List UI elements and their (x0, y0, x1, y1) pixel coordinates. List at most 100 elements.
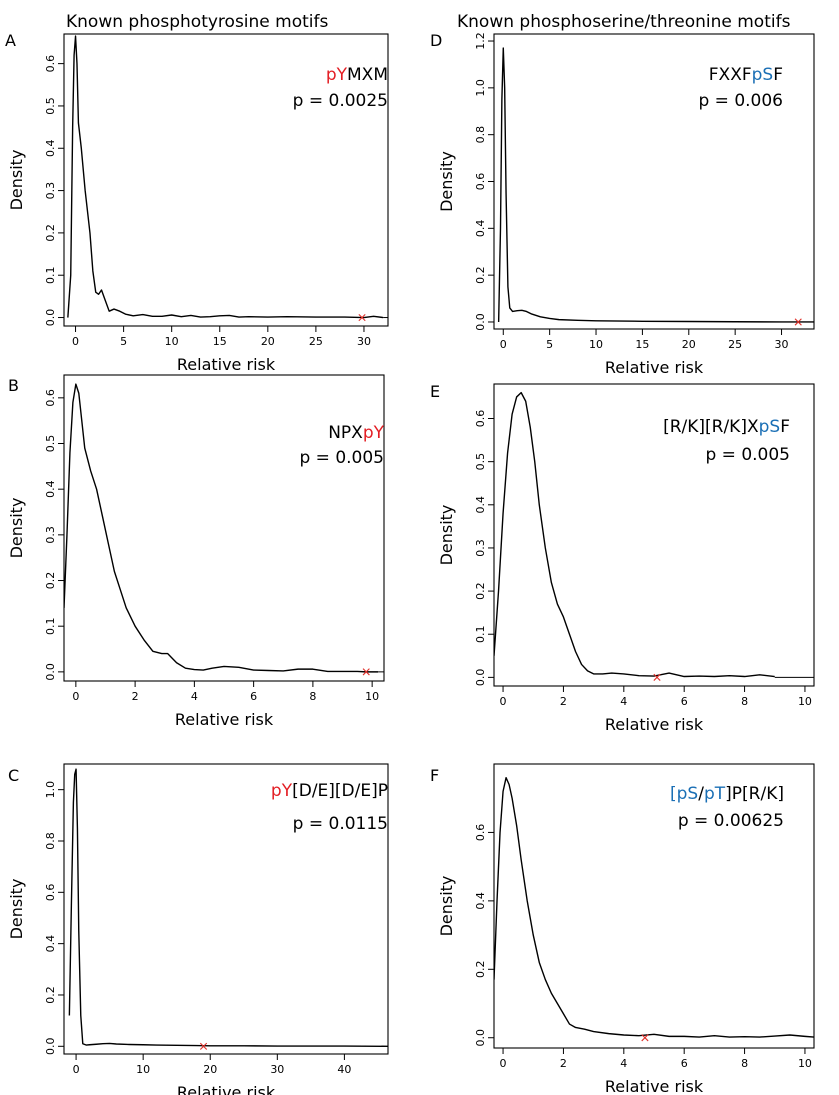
panel-a-x-tick-label: 20 (261, 335, 275, 348)
panel-c-x-tick-label: 40 (337, 1063, 351, 1076)
panel-b-motif-part: NPX (328, 423, 363, 443)
panel-c-motif-part: [D/E][D/E]P (292, 781, 388, 801)
panel-e-motif-part: pS (759, 417, 781, 437)
panel-a-motif-part: MXM (347, 65, 388, 85)
panel-e-y-tick-label: 0.3 (474, 539, 487, 557)
panel-d-x-tick-label: 20 (682, 338, 696, 351)
panel-b-y-tick-label: 0.4 (44, 480, 57, 498)
panel-a-y-tick-label: 0.0 (44, 309, 57, 327)
panel-b-x-tick-label: 10 (365, 690, 379, 703)
panel-e-motif: [R/K][R/K]XpSF (663, 417, 790, 437)
panel-b-y-tick-label: 0.0 (44, 663, 57, 681)
panel-e-y-tick-label: 0.1 (474, 625, 487, 643)
panel-e-plot-frame (493, 383, 815, 687)
panel-f-x-tick-label: 8 (741, 1057, 748, 1070)
panel-a-x-tick-label: 30 (357, 335, 371, 348)
panel-d-density-curve (497, 47, 814, 323)
panel-f-motif-part: pT (704, 784, 726, 804)
panel-d-x-tick-label: 5 (546, 338, 553, 351)
panel-c-y-tick-label: 0.0 (44, 1038, 57, 1056)
panel-d-y-tick-label: 0.8 (474, 126, 487, 144)
panel-f-motif: [pS/pT]P[R/K] (670, 784, 784, 804)
panel-c-x-tick-label: 0 (73, 1063, 80, 1076)
panel-a-x-tick-label: 5 (120, 335, 127, 348)
panel-d-observed-marker-stroke (794, 318, 802, 326)
panel-d-motif-part: FXXF (709, 65, 752, 85)
panel-b-y-axis-label: Density (7, 498, 26, 559)
panel-a-y-tick-label: 0.1 (44, 266, 57, 284)
panel-a-x-tick-label: 0 (72, 335, 79, 348)
panel-f-x-tick-label: 10 (798, 1057, 812, 1070)
panel-e-y-tick-label: 0.5 (474, 453, 487, 471)
panel-a-y-tick-label: 0.6 (44, 55, 57, 72)
panel-a-x-tick-label: 15 (213, 335, 227, 348)
panel-a-y-tick-label: 0.4 (44, 140, 57, 158)
panel-c-x-axis-label: Relative risk (177, 1083, 276, 1095)
panel-f-observed-marker (641, 1034, 649, 1042)
panel-a-motif-part: pY (326, 65, 348, 85)
panel-d-x-tick-label: 0 (500, 338, 507, 351)
panel-f-x-tick-label: 0 (500, 1057, 507, 1070)
panel-e-x-tick-label: 8 (741, 695, 748, 708)
panel-e-y-tick-label: 0.6 (474, 410, 487, 428)
panel-a-density-curve (67, 35, 384, 319)
panel-e-x-tick-label: 10 (798, 695, 812, 708)
panel-d-letter: D (430, 31, 442, 50)
panel-e-y-axis-label: Density (437, 505, 456, 566)
panel-e-x-axis-label: Relative risk (605, 715, 704, 734)
panel-f-y-tick-label: 0.2 (474, 961, 487, 979)
panel-d-y-axis-label: Density (437, 151, 456, 212)
panel-f: F 0 2 4 6 8 10 0.0 0.2 0.4 0.6 Relative risk Density… (430, 763, 815, 1095)
panel-d-y-tick-label: 1.0 (474, 79, 487, 97)
panel-b-observed-marker-stroke (362, 668, 370, 676)
panel-a-plot-frame (63, 33, 389, 327)
panel-c-y-axis-label: Density (7, 879, 26, 940)
left-column-heading: Known phosphotyrosine motifs (66, 12, 328, 32)
panel-d-observed-marker (794, 318, 802, 326)
panel-b-observed-marker (362, 668, 370, 676)
panel-f-x-tick-label: 4 (620, 1057, 627, 1070)
panel-e-x-tick-label: 6 (681, 695, 688, 708)
panel-b-x-tick-label: 0 (72, 690, 79, 703)
panel-f-motif-part: pS (677, 784, 699, 804)
panel-f-x-axis-label: Relative risk (605, 1077, 704, 1095)
panel-d-y-tick-label: 0.4 (474, 220, 487, 238)
panel-a-motif: pYMXM (326, 65, 388, 85)
panel-e-x-tick-label: 2 (560, 695, 567, 708)
panel-c-x-tick-label: 10 (136, 1063, 150, 1076)
panel-f-y-axis-label: Density (437, 876, 456, 937)
panel-b-x-tick-label: 8 (309, 690, 316, 703)
panel-a-y-tick-label: 0.3 (44, 182, 57, 200)
panel-e-x-tick-label: 0 (500, 695, 507, 708)
panel-d-x-tick-label: 25 (728, 338, 742, 351)
panel-f-motif-part: / (698, 784, 704, 804)
panel-c-plot-frame (63, 763, 389, 1055)
panel-b-x-tick-label: 4 (191, 690, 198, 703)
panel-b-density-curve (64, 383, 379, 673)
panel-f-motif-part: ]P[R/K] (725, 784, 784, 804)
panel-a-y-axis-label: Density (7, 150, 26, 211)
panel-d-y-tick-label: 0.2 (474, 266, 487, 284)
panel-a-letter: A (5, 31, 16, 50)
panel-f-motif-part: [ (670, 784, 677, 804)
panel-c-y-tick-label: 0.6 (44, 884, 57, 902)
panel-b-plot-frame (63, 374, 385, 682)
panel-e-density-curve (494, 391, 775, 678)
panel-f-p-value: p = 0.00625 (678, 811, 784, 831)
panel-b-y-tick-label: 0.5 (44, 435, 57, 453)
panel-a-observed-marker (358, 313, 366, 322)
panel-b-x-tick-label: 6 (250, 690, 257, 703)
panel-f-x-tick-label: 6 (681, 1057, 688, 1070)
panel-e-y-tick-label: 0.4 (474, 496, 487, 514)
panel-d-p-value: p = 0.006 (698, 91, 783, 111)
panel-e-observed-marker-stroke (653, 673, 661, 681)
panel-b-motif: NPXpY (328, 423, 384, 443)
panel-c-letter: C (8, 766, 19, 785)
panel-c-density-curve (68, 768, 388, 1047)
panel-e-observed-marker (653, 673, 661, 681)
panel-a-y-tick-label: 0.2 (44, 224, 57, 242)
panel-a-y-tick-label: 0.5 (44, 97, 57, 115)
panel-f-density-curve (494, 776, 814, 1038)
panel-c-y-tick-label: 0.4 (44, 935, 57, 953)
